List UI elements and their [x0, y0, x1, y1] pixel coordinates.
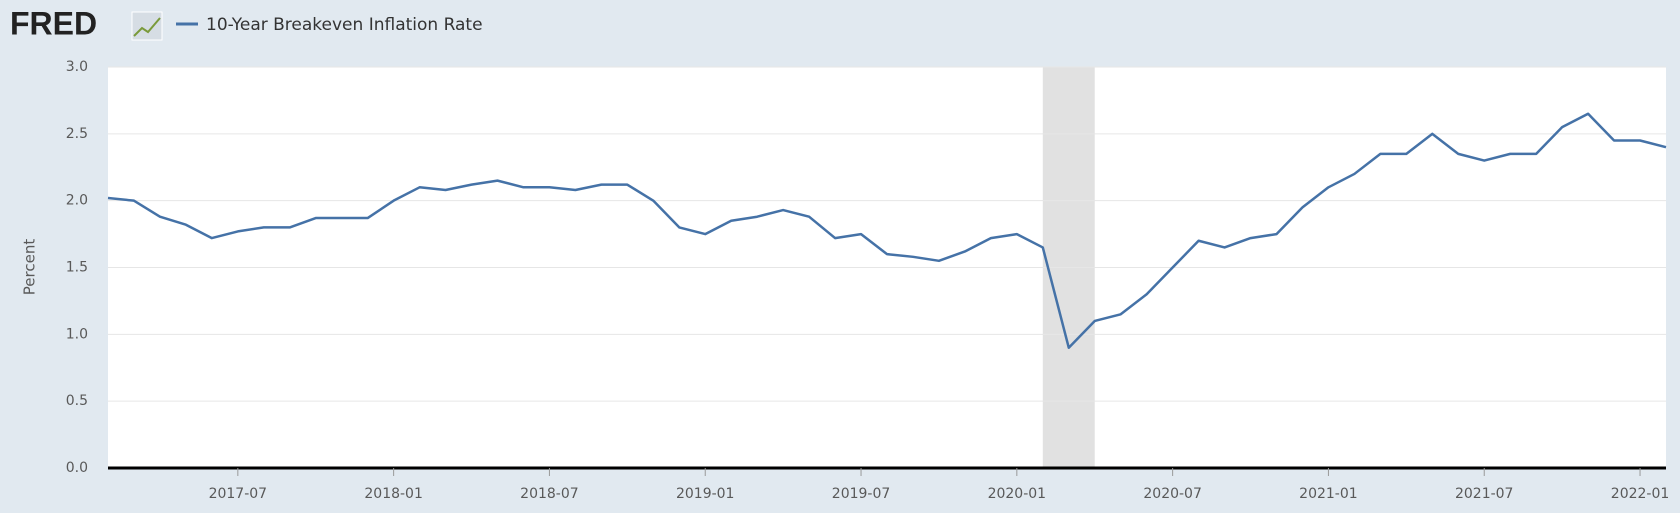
x-tick-label: 2020-07 [1143, 486, 1202, 502]
logo[interactable]: FRED [10, 5, 97, 41]
y-tick-label: 0.5 [66, 393, 88, 409]
y-tick-label: 2.5 [66, 126, 88, 142]
x-tick-label: 2017-07 [209, 486, 268, 502]
x-tick-label: 2018-07 [520, 486, 579, 502]
y-tick-label: 0.0 [66, 460, 88, 476]
y-axis-label: Percent [21, 239, 39, 296]
y-tick-label: 3.0 [66, 59, 88, 75]
y-tick-label: 1.5 [66, 260, 88, 276]
x-tick-label: 2021-07 [1455, 486, 1514, 502]
x-tick-label: 2021-01 [1299, 486, 1358, 502]
x-tick-label: 2019-01 [676, 486, 735, 502]
y-tick-label: 2.0 [66, 193, 88, 209]
series-line [107, 112, 1667, 349]
logo-icon [131, 11, 163, 41]
x-tick-label: 2022-01 [1611, 486, 1670, 502]
y-tick-label: 1.0 [66, 326, 88, 342]
x-tick-label: 2018-01 [364, 486, 423, 502]
legend-label: 10-Year Breakeven Inflation Rate [206, 15, 483, 35]
x-tick-label: 2019-07 [832, 486, 891, 502]
x-tick-label: 2020-01 [988, 486, 1047, 502]
